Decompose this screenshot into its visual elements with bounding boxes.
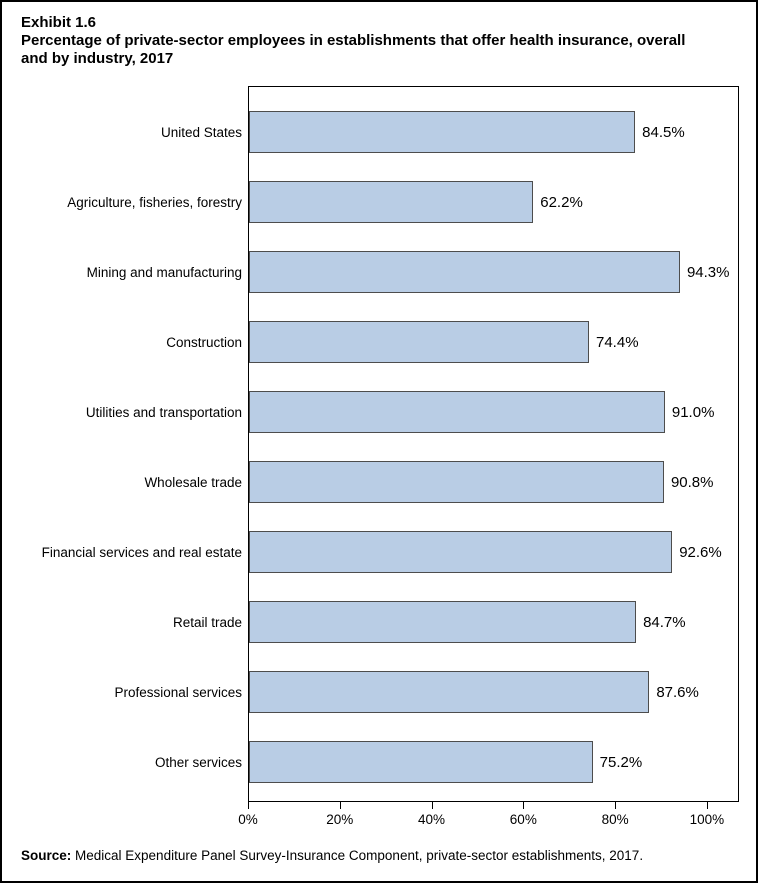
bar-rows: United States 84.5% Agriculture, fisheries…	[42, 87, 738, 801]
value-label: 94.3%	[686, 263, 730, 281]
value-label: 75.2%	[599, 753, 643, 771]
x-tick-mark	[706, 802, 708, 809]
source-text: Medical Expenditure Panel Survey-Insuran…	[71, 848, 644, 863]
category-label: Agriculture, fisheries, forestry	[67, 194, 242, 210]
x-tick-label: 60%	[509, 812, 537, 827]
bar	[249, 531, 673, 573]
x-tick-label: 20%	[326, 812, 354, 827]
category-label: Construction	[166, 334, 242, 350]
category-label: Professional services	[114, 684, 242, 700]
source-label: Source:	[21, 848, 72, 863]
x-tick-mark	[248, 802, 249, 809]
bar-row: Mining and manufacturing 94.3%	[87, 237, 738, 307]
x-tick-mark	[431, 802, 433, 809]
category-label: Retail trade	[172, 614, 242, 630]
bar-row: Financial services and real estate 92.6%	[42, 517, 738, 587]
value-label: 74.4%	[596, 333, 639, 351]
x-tick-label: 100%	[689, 812, 725, 827]
value-label: 62.2%	[540, 193, 583, 211]
x-tick-label: 40%	[418, 812, 446, 827]
bar	[249, 461, 664, 503]
bar-row: Other services 75.2%	[155, 727, 738, 797]
category-label: Financial services and real estate	[41, 544, 242, 560]
value-label: 87.6%	[656, 683, 699, 701]
bar-row: Agriculture, fisheries, forestry 62.2%	[67, 167, 738, 237]
x-tick-label: 0%	[238, 812, 258, 827]
bar-row: Professional services 87.6%	[114, 657, 738, 727]
bar-row: Utilities and transportation 91.0%	[86, 377, 738, 447]
chart-title-line-2: and by industry, 2017	[21, 50, 174, 67]
category-label: Utilities and transportation	[85, 404, 242, 420]
x-tick-mark	[523, 802, 525, 809]
value-label: 91.0%	[671, 403, 715, 421]
bar-row: United States 84.5%	[161, 97, 738, 167]
bar	[249, 321, 589, 363]
bar-row: Construction 74.4%	[166, 307, 738, 377]
bar	[249, 251, 680, 293]
category-label: Mining and manufacturing	[86, 264, 242, 280]
bar	[249, 601, 637, 643]
category-label: United States	[160, 124, 242, 140]
value-label: 84.5%	[642, 123, 685, 141]
x-tick-mark	[615, 802, 617, 809]
exhibit-number: Exhibit 1.6	[21, 14, 97, 31]
value-label: 90.8%	[670, 473, 714, 491]
bar	[249, 111, 636, 153]
title-block: Exhibit 1.6 Percentage of private-sector…	[21, 14, 743, 68]
bar	[249, 741, 593, 783]
x-tick-mark	[339, 802, 341, 809]
bar	[249, 181, 534, 223]
plot-area: United States 84.5% Agriculture, fisheries…	[42, 86, 739, 802]
bar-row: Wholesale trade 90.8%	[144, 447, 738, 517]
value-label: 92.6%	[679, 543, 722, 561]
bar	[249, 671, 650, 713]
value-label: 84.7%	[643, 613, 686, 631]
chart-title-line-1: Percentage of private-sector employees i…	[21, 32, 686, 49]
source-note: Source: Medical Expenditure Panel Survey…	[21, 848, 743, 863]
bar	[249, 391, 665, 433]
bar-row: Retail trade 84.7%	[173, 587, 738, 657]
x-axis: 0% 20% 40% 60% 80% 100%	[238, 802, 739, 834]
category-label: Other services	[154, 754, 242, 770]
x-tick-label: 80%	[601, 812, 629, 827]
category-label: Wholesale trade	[144, 474, 242, 490]
